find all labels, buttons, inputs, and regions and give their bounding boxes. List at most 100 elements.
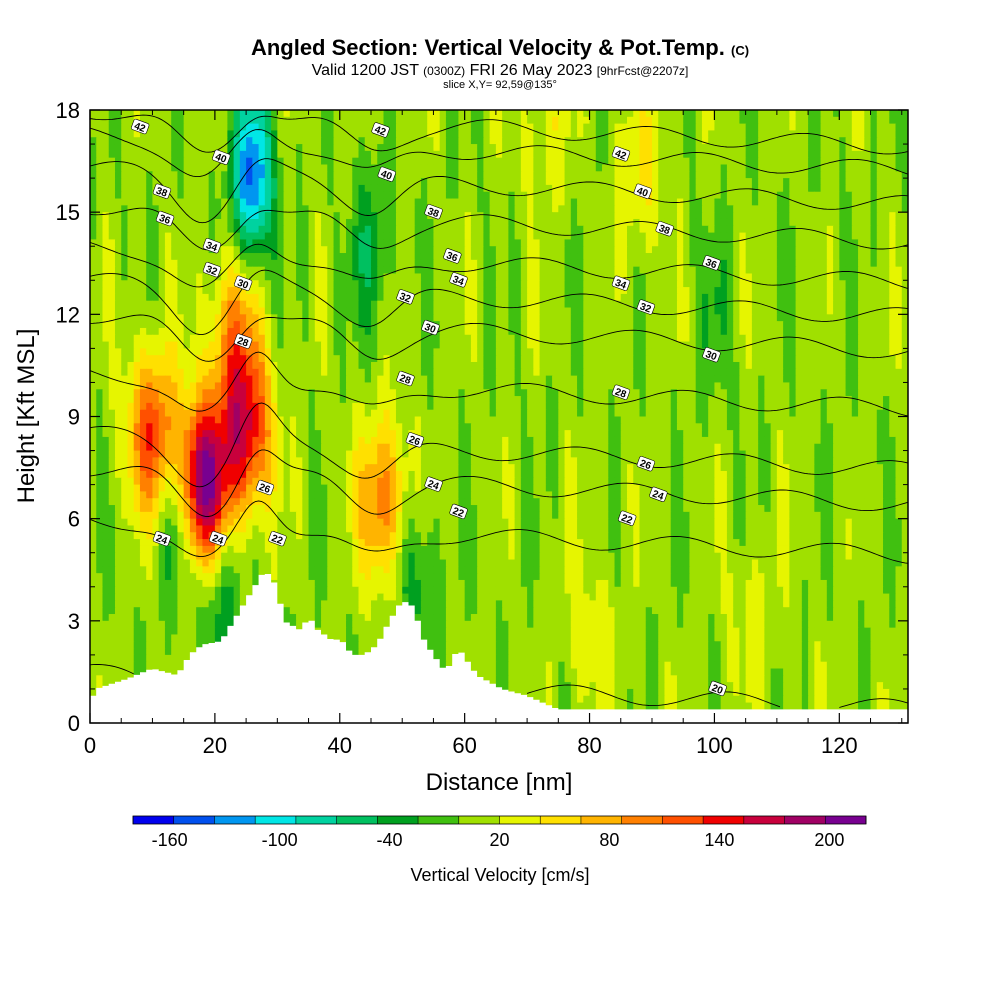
isentrope-label: 24 (649, 486, 668, 503)
x-tick-label: 60 (452, 733, 476, 758)
y-axis-title: Height [Kft MSL] (13, 329, 40, 504)
valid-time-utc: (0300Z) (423, 64, 466, 78)
isentrope-32 (90, 269, 908, 336)
colorbar-swatch (825, 816, 867, 824)
x-tick-label: 80 (577, 733, 601, 758)
isentrope-label-text: 22 (451, 506, 466, 520)
isentrope-label-text: 36 (445, 250, 460, 264)
isentrope-label-text: 24 (426, 478, 441, 492)
isentrope-contours (90, 114, 908, 708)
x-axis-title: Distance [nm] (426, 769, 573, 796)
isentrope-label: 24 (152, 530, 172, 547)
y-tick-label: 15 (56, 200, 80, 225)
isentrope-label-text: 22 (620, 513, 635, 527)
isentrope-label: 26 (405, 432, 425, 448)
isentrope-label: 34 (449, 272, 468, 288)
terrain-profile (90, 574, 908, 723)
isentrope-label-text: 26 (638, 458, 653, 472)
valid-date: FRI 26 May 2023 (469, 62, 593, 79)
isentrope-label-text: 30 (423, 322, 438, 336)
isentrope-42 (90, 114, 908, 155)
y-tick-label: 6 (68, 507, 80, 532)
isentrope-26 (90, 402, 908, 488)
colorbar-swatch (255, 816, 297, 824)
isentrope-label: 36 (155, 210, 175, 227)
isentrope-label-text: 26 (257, 482, 272, 496)
chart-title: Angled Section: Vertical Velocity & Pot.… (0, 36, 1000, 63)
isentrope-label: 30 (234, 275, 253, 292)
isentrope-label: 30 (421, 319, 440, 336)
isentrope-label: 24 (424, 476, 443, 493)
colorbar-tick-label: -100 (262, 830, 298, 850)
isentrope-label: 42 (371, 122, 390, 139)
colorbar-swatch (499, 816, 541, 824)
isentrope-label: 32 (202, 261, 222, 278)
colorbar-swatch (377, 816, 419, 824)
isentrope-label: 38 (424, 204, 443, 220)
isentrope-label-text: 40 (635, 186, 650, 200)
y-tick-label: 12 (56, 302, 80, 327)
colorbar-swatch (336, 816, 378, 824)
isentrope-label-text: 28 (398, 373, 413, 387)
isentrope-label: 40 (212, 149, 231, 166)
isentrope-labels: 42 40 38 36 34 32 30 28 26 24 24 22 42 40 38 36 34 32 30 28… (131, 118, 727, 697)
isentrope-label: 28 (611, 384, 631, 401)
isentrope-28 (90, 351, 908, 417)
velocity-field (90, 110, 908, 723)
colorbar-swatch (743, 816, 785, 824)
isentrope-label-text: 34 (204, 240, 219, 254)
isentrope-label-text: 38 (426, 206, 441, 220)
isentrope-label: 28 (396, 370, 415, 387)
isentrope-30 (90, 314, 908, 362)
isentrope-label-text: 40 (214, 152, 229, 166)
isentrope-38 (90, 158, 908, 224)
colorbar-tick-label: 20 (489, 830, 509, 850)
valid-time: Valid 1200 JST (311, 62, 419, 79)
colorbar-tick-label: 200 (814, 830, 844, 850)
isentrope-label-text: 34 (613, 278, 628, 292)
isentrope-label-text: 28 (236, 335, 251, 349)
colorbar-swatch (295, 816, 337, 824)
isentrope-label: 42 (611, 146, 631, 162)
isentrope-label: 42 (131, 118, 150, 135)
isentrope-label: 22 (618, 510, 637, 527)
isentrope-label-text: 32 (204, 264, 219, 278)
isentrope-label-text: 24 (211, 533, 226, 547)
chart-title-unit: (C) (731, 43, 750, 58)
colorbar-tick-label: 140 (704, 830, 734, 850)
y-tick-label: 18 (56, 98, 80, 123)
isentrope-label-text: 20 (710, 683, 725, 697)
isentrope-label: 36 (702, 255, 721, 271)
y-tick-label: 9 (68, 405, 80, 430)
isentrope-label: 30 (702, 347, 721, 363)
colorbar-tick-label: 80 (599, 830, 619, 850)
chart-title-main: Angled Section: Vertical Velocity & Pot.… (250, 35, 725, 60)
chart-title-block: Angled Section: Vertical Velocity & Pot.… (0, 36, 1000, 92)
colorbar: -160 -100 -40 20 80 140 200 (132, 815, 867, 850)
colorbar-swatch (214, 816, 256, 824)
isentrope-label-text: 22 (270, 533, 285, 547)
isentrope-label-text: 32 (398, 291, 413, 305)
forecast-info: [9hrFcst@2207z] (596, 64, 689, 78)
isentrope-label: 32 (396, 289, 415, 305)
isentrope-label-text: 38 (154, 186, 169, 200)
isentrope-label-text: 36 (157, 213, 172, 227)
colorbar-title: Vertical Velocity [cm/s] (410, 865, 589, 885)
colorbar-frame (132, 815, 867, 825)
isentrope-34 (90, 241, 908, 290)
isentrope-label: 34 (202, 238, 222, 254)
chart-subtitle: Valid 1200 JST (0300Z) FRI 26 May 2023 [… (0, 63, 1000, 79)
colorbar-swatch (784, 816, 826, 824)
isentrope-label: 26 (255, 479, 275, 496)
x-tick-label: 20 (203, 733, 227, 758)
isentrope-label: 32 (636, 299, 656, 316)
x-tick-label: 100 (696, 733, 733, 758)
isentrope-label-text: 32 (638, 301, 653, 315)
isentrope-label-text: 26 (407, 434, 422, 448)
colorbar-swatch (133, 816, 175, 824)
slice-info: slice X,Y= 92,59@135° (443, 79, 557, 91)
colorbar-swatch (458, 816, 500, 824)
isentrope-36 (90, 207, 908, 251)
